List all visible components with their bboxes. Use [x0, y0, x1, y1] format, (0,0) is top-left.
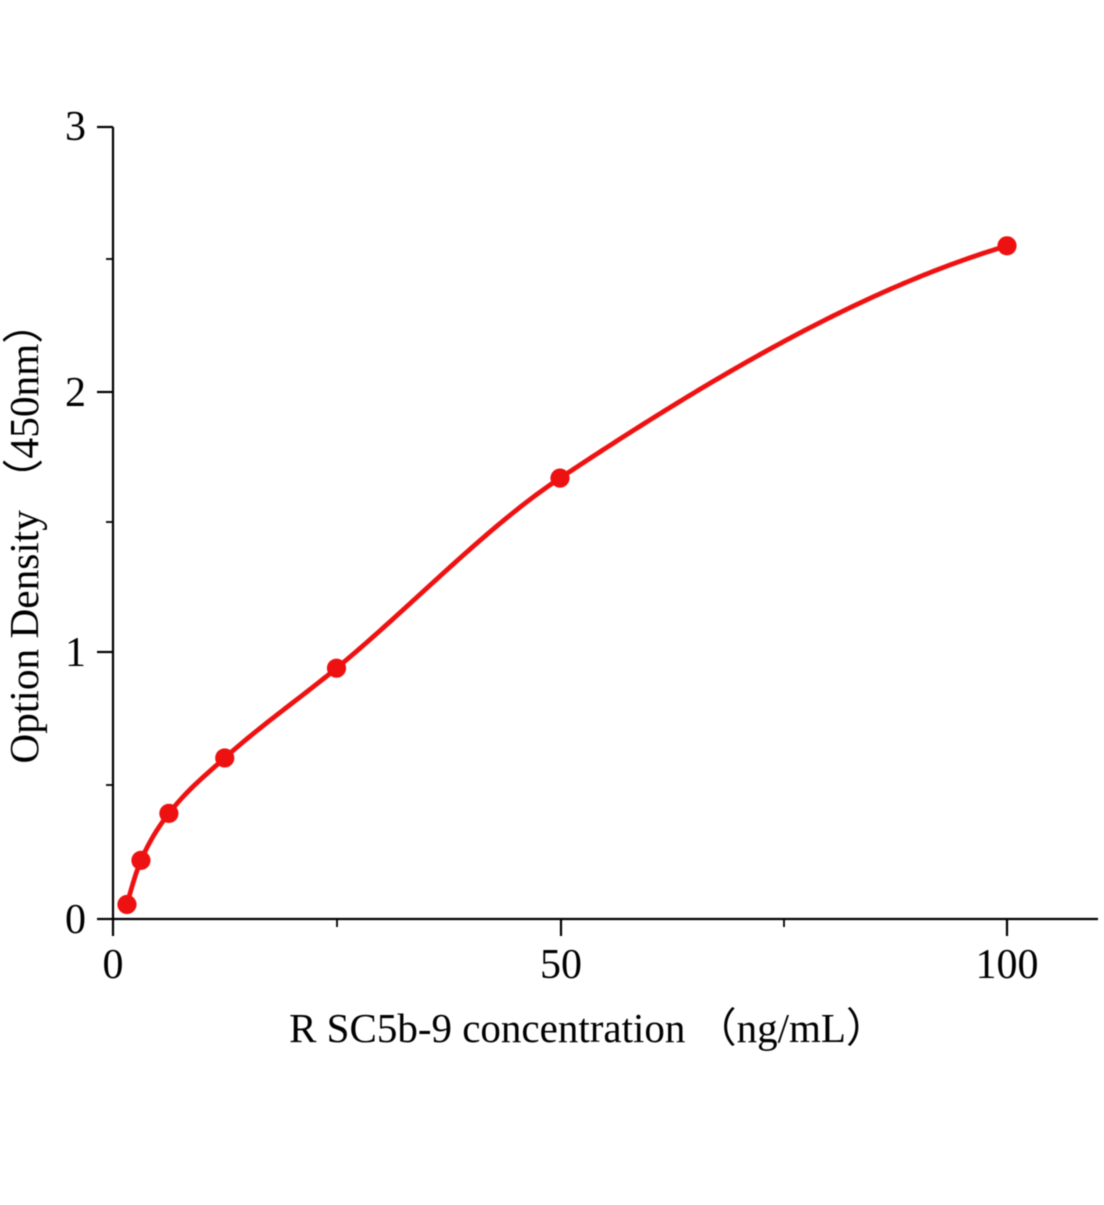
svg-text:50: 50 [540, 942, 582, 988]
svg-text:1: 1 [65, 630, 86, 676]
svg-text:Option Density （450nm）: Option Density （450nm） [1, 302, 47, 763]
svg-text:0: 0 [65, 897, 86, 943]
svg-text:3: 3 [65, 104, 86, 150]
svg-text:R SC5b-9 concentration （ng/mL: R SC5b-9 concentration （ng/mL） [289, 1005, 887, 1051]
svg-text:2: 2 [65, 370, 86, 416]
svg-text:0: 0 [103, 942, 124, 988]
svg-text:100: 100 [976, 942, 1039, 988]
